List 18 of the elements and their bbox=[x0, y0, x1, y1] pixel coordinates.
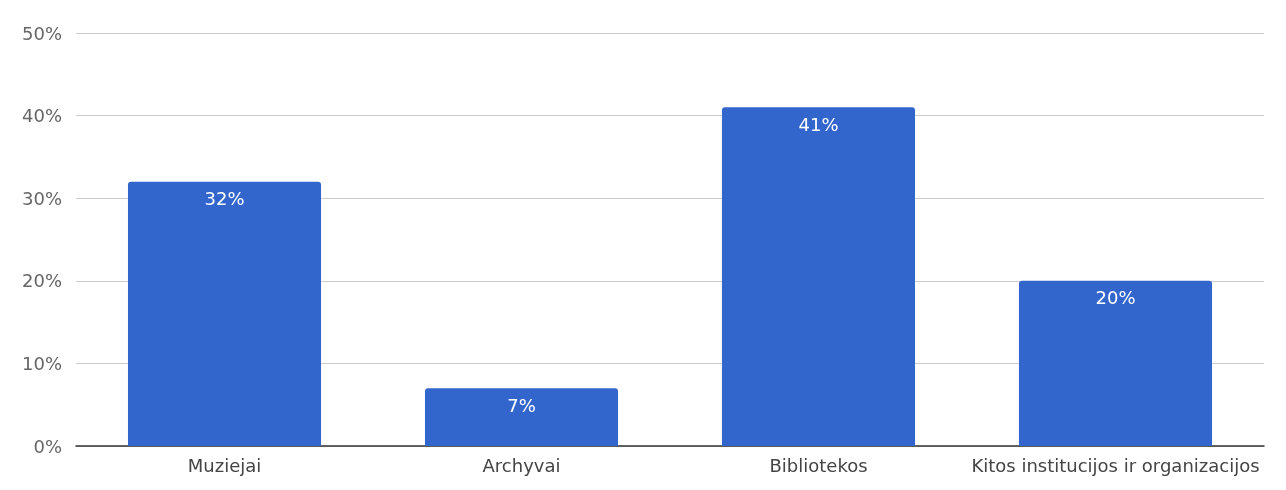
bar bbox=[424, 388, 619, 446]
x-tick-label: Muziejai bbox=[187, 454, 262, 476]
data-label: 41% bbox=[798, 113, 839, 135]
bar bbox=[127, 181, 322, 446]
x-tick-label: Archyvai bbox=[482, 454, 561, 476]
x-tick-label: Bibliotekos bbox=[769, 454, 868, 476]
y-tick-label: 20% bbox=[21, 270, 62, 292]
x-tick-label: Kitos institucijos ir organizacijos bbox=[971, 454, 1260, 476]
bar bbox=[1018, 280, 1213, 446]
data-label: 7% bbox=[507, 394, 536, 416]
y-tick-label: 10% bbox=[21, 352, 62, 374]
y-tick-label: 40% bbox=[21, 105, 62, 127]
y-tick-label: 30% bbox=[21, 187, 62, 209]
y-tick-label: 50% bbox=[21, 22, 62, 44]
y-tick-label: 0% bbox=[33, 435, 62, 457]
data-label: 32% bbox=[204, 188, 245, 210]
data-label: 20% bbox=[1095, 287, 1136, 309]
bar bbox=[721, 107, 916, 446]
